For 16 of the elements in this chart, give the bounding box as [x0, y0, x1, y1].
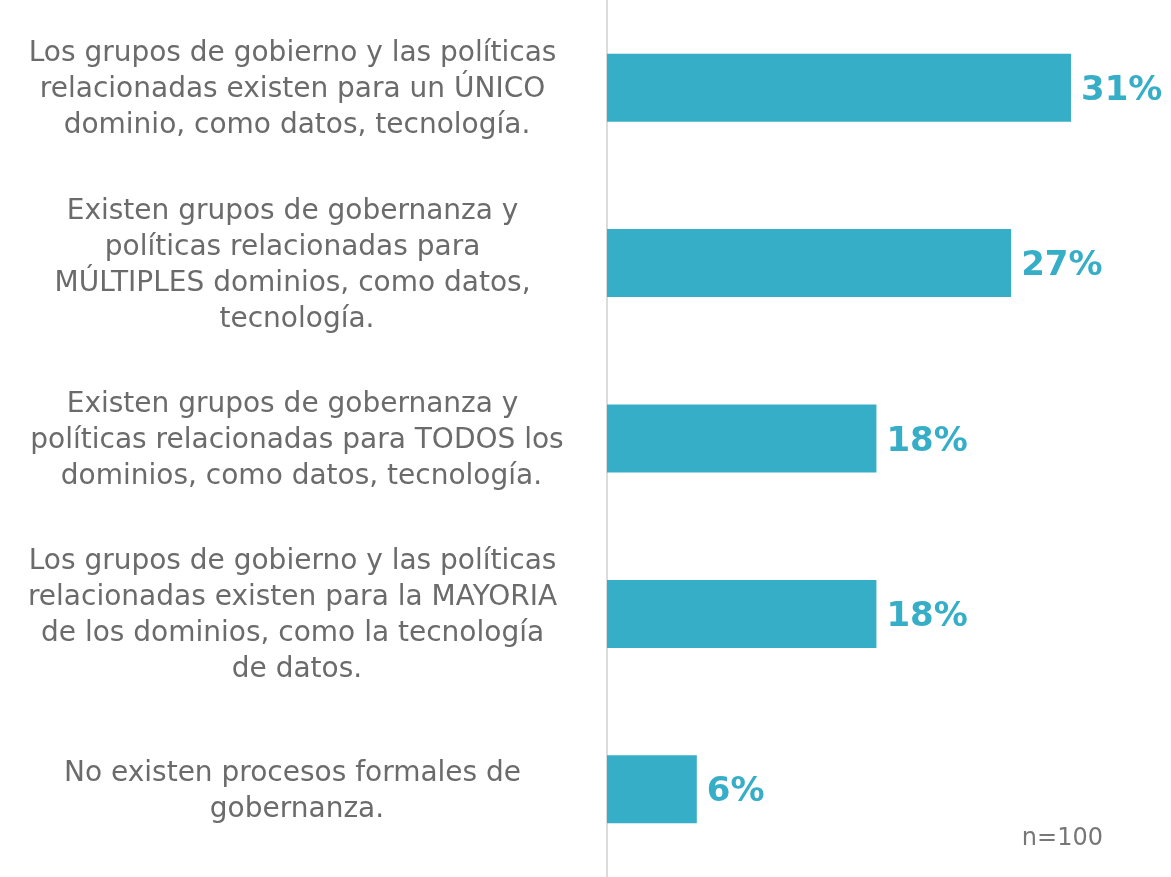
bar — [607, 404, 877, 473]
y-tick-label: Existen grupos de gobernanza y políticas relacionadas para MÚLTIPLES dominios, como datos, tecnología. — [54, 192, 540, 334]
y-tick-label: Los grupos de gobierno y las políticas relacionadas existen para un ÚNICO dominio, como datos, tecnología. — [28, 35, 566, 141]
bar — [607, 755, 697, 824]
data-label: 18% — [886, 418, 968, 459]
annotation: n=100 — [1021, 823, 1104, 851]
y-tick-label: Los grupos de gobierno y las políticas relacionadas existen para la MAYORIA de los dominios, como la tecnología de datos. — [27, 543, 567, 685]
y-tick-label: No existen procesos formales de gobernanza. — [64, 754, 530, 824]
data-label: 18% — [886, 593, 968, 634]
data-label: 31% — [1081, 67, 1163, 108]
bar — [607, 53, 1071, 122]
data-label: 6% — [706, 769, 765, 810]
bar — [607, 579, 877, 648]
y-tick-label: Existen grupos de gobernanza y políticas relacionadas para TODOS los dominios, como datos, tecnología. — [30, 386, 564, 491]
data-label: 27% — [1021, 243, 1103, 284]
bar — [607, 229, 1012, 298]
